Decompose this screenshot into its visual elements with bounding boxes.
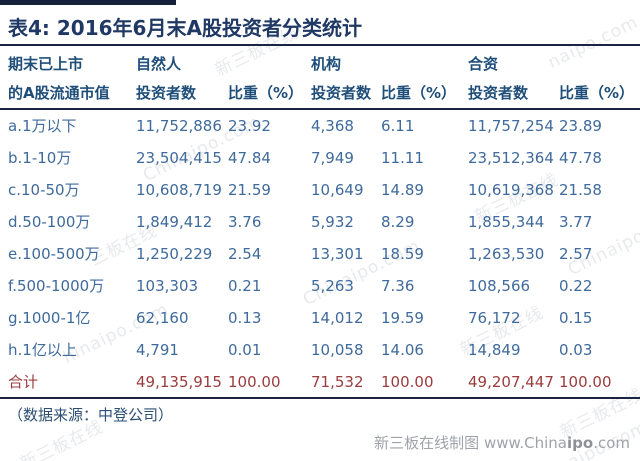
table-cell: 6.11 <box>381 117 415 135</box>
table-cell: 76,172 <box>468 309 521 327</box>
table-cell: 49,207,447 <box>468 373 554 391</box>
row-category: e.100-500万 <box>8 245 100 263</box>
row-category: d.50-100万 <box>8 213 91 231</box>
table-cell: 62,160 <box>136 309 189 327</box>
table-cell: 100.00 <box>381 373 434 391</box>
group-header-institution: 机构 <box>311 55 342 73</box>
header-divider <box>0 108 640 110</box>
table-cell: 1,855,344 <box>468 213 545 231</box>
table-cell: 8.29 <box>381 213 415 231</box>
table-cell: 10,619,368 <box>468 181 554 199</box>
table-cell: 100.00 <box>228 373 281 391</box>
data-source-note: （数据来源：中登公司） <box>8 406 174 424</box>
table-row: c.10-50万 10,608,719 21.59 10,649 14.89 10,619… <box>8 174 634 206</box>
table-cell: 23.89 <box>559 117 602 135</box>
table-cell: 23.92 <box>228 117 271 135</box>
table-cell: 10,649 <box>311 181 364 199</box>
table-cell: 1,263,530 <box>468 245 545 263</box>
table-cell: 21.58 <box>559 181 602 199</box>
table-cell: 1,250,229 <box>136 245 213 263</box>
table-cell: 108,566 <box>468 277 531 295</box>
table-cell: 11.11 <box>381 149 424 167</box>
table-cell: 19.59 <box>381 309 424 327</box>
row-category: a.1万以下 <box>8 117 77 135</box>
table-cell: 13,301 <box>311 245 364 263</box>
table-cell: 23,512,364 <box>468 149 554 167</box>
table-total-row: 合计 49,135,915 100.00 71,532 100.00 49,207,447… <box>8 366 634 398</box>
table-cell: 14,012 <box>311 309 364 327</box>
total-divider <box>0 397 640 399</box>
col-header-pct: 比重（%） <box>228 84 304 102</box>
table-cell: 100.00 <box>559 373 612 391</box>
table-subheader-row: 的A股流通市值 投资者数 比重（%） 投资者数 比重（%） 投资者数 比重（%） <box>8 79 634 108</box>
table-cell: 1,849,412 <box>136 213 213 231</box>
table-cell: 10,058 <box>311 341 364 359</box>
table-body: a.1万以下 11,752,886 23.92 4,368 6.11 11,757,254… <box>8 110 634 398</box>
table-row: a.1万以下 11,752,886 23.92 4,368 6.11 11,757,254… <box>8 110 634 142</box>
table-cell: 14,849 <box>468 341 521 359</box>
table-cell: 3.76 <box>228 213 262 231</box>
table-row: f.500-1000万 103,303 0.21 5,263 7.36 108,566 0.… <box>8 270 634 302</box>
row-header-line1: 期末已上市 <box>8 55 84 73</box>
table-row: g.1000-1亿 62,160 0.13 14,012 19.59 76,172 0.15 <box>8 302 634 334</box>
table-cell: 0.15 <box>559 309 593 327</box>
row-header-line2: 的A股流通市值 <box>8 84 110 102</box>
table-title-text: : 2016年6月末A股投资者分类统计 <box>41 16 362 40</box>
row-category: c.10-50万 <box>8 181 80 199</box>
table-cell: 3.77 <box>559 213 593 231</box>
col-header-count: 投资者数 <box>468 84 529 102</box>
table-cell: 14.89 <box>381 181 424 199</box>
group-header-natural: 自然人 <box>136 55 182 73</box>
col-header-pct: 比重（%） <box>559 84 635 102</box>
table-cell: 10,608,719 <box>136 181 222 199</box>
col-header-pct: 比重（%） <box>381 84 457 102</box>
title-divider <box>0 44 640 46</box>
top-accent-bar <box>0 0 176 5</box>
table-cell: 4,791 <box>136 341 179 359</box>
table-cell: 14.06 <box>381 341 424 359</box>
table-row: h.1亿以上 4,791 0.01 10,058 14.06 14,849 0.03 <box>8 334 634 366</box>
table-number-label: 表4 <box>8 16 42 40</box>
page-title: 表4: 2016年6月末A股投资者分类统计 <box>8 12 362 41</box>
table-cell: 2.57 <box>559 245 593 263</box>
col-header-count: 投资者数 <box>136 84 197 102</box>
credit-line: 新三板在线制图 www.Chinaipo.com <box>374 432 630 453</box>
table-cell: 11,757,254 <box>468 117 554 135</box>
table-header: 期末已上市 自然人 机构 合资 的A股流通市值 投资者数 比重（%） 投资者数 … <box>8 50 634 108</box>
credit-text: 新三板在线制图 <box>374 434 484 452</box>
table-cell: 5,932 <box>311 213 354 231</box>
table-cell: 18.59 <box>381 245 424 263</box>
table-cell: 0.13 <box>228 309 262 327</box>
table-cell: 0.22 <box>559 277 593 295</box>
table-cell: 7.36 <box>381 277 415 295</box>
group-header-combined: 合资 <box>468 55 499 73</box>
table-group-header-row: 期末已上市 自然人 机构 合资 <box>8 50 634 79</box>
row-category: f.500-1000万 <box>8 277 105 295</box>
table-cell: 0.01 <box>228 341 262 359</box>
table-cell: 47.84 <box>228 149 271 167</box>
table-row: b.1-10万 23,504,415 47.84 7,949 11.11 23,512,3… <box>8 142 634 174</box>
col-header-count: 投资者数 <box>311 84 372 102</box>
table-cell: 7,949 <box>311 149 354 167</box>
table-cell: 5,263 <box>311 277 354 295</box>
row-category: g.1000-1亿 <box>8 309 91 327</box>
table-cell: 49,135,915 <box>136 373 222 391</box>
table-cell: 11,752,886 <box>136 117 222 135</box>
row-category: b.1-10万 <box>8 149 72 167</box>
credit-url: www.Chinaipo.com <box>483 434 630 452</box>
table-cell: 0.21 <box>228 277 262 295</box>
table-cell: 21.59 <box>228 181 271 199</box>
table-cell: 4,368 <box>311 117 354 135</box>
row-category: 合计 <box>8 373 39 391</box>
table-cell: 2.54 <box>228 245 262 263</box>
table-cell: 23,504,415 <box>136 149 222 167</box>
table-cell: 47.78 <box>559 149 602 167</box>
table-row: d.50-100万 1,849,412 3.76 5,932 8.29 1,855,344… <box>8 206 634 238</box>
table-row: e.100-500万 1,250,229 2.54 13,301 18.59 1,263,… <box>8 238 634 270</box>
table-cell: 103,303 <box>136 277 199 295</box>
row-category: h.1亿以上 <box>8 341 77 359</box>
table-cell: 0.03 <box>559 341 593 359</box>
table-cell: 71,532 <box>311 373 364 391</box>
